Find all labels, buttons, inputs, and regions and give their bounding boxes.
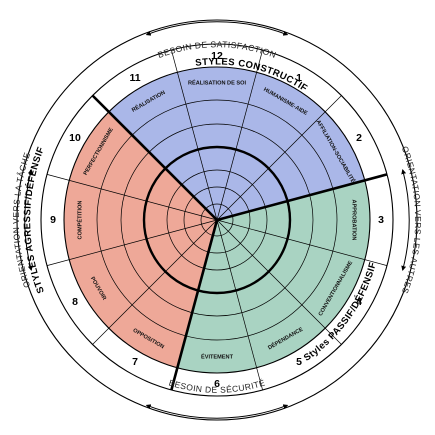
sector-label: RÉALISATION DE SOI xyxy=(188,78,246,86)
sector-number: 1 xyxy=(296,72,302,84)
orientation-arrows xyxy=(24,21,410,419)
bottom-double-arrow xyxy=(145,404,289,419)
sector-number: 6 xyxy=(214,378,220,390)
grid-ring xyxy=(96,99,338,341)
grid-spoke xyxy=(216,95,342,221)
people-orientation-label: ORIENTATION VERS LES AUTRES xyxy=(400,145,423,295)
constructive-styles-region xyxy=(108,66,365,220)
top-double-arrow xyxy=(145,21,289,36)
sector-number: 3 xyxy=(378,214,384,226)
sector-number: 7 xyxy=(132,356,138,368)
grid-spoke xyxy=(46,174,218,221)
aggressive-defensive-styles-region xyxy=(63,111,217,368)
sector-label: APPROBATION xyxy=(351,200,357,241)
grid-ring xyxy=(120,123,314,317)
group-dividers xyxy=(91,94,388,391)
sector-number: 10 xyxy=(69,132,81,144)
sector-label: ÉVITEMENT xyxy=(201,352,234,360)
sector-number: 4 xyxy=(356,296,362,308)
grid-spoke xyxy=(171,49,218,221)
grid-ring xyxy=(200,203,234,237)
sector-number: 8 xyxy=(72,296,78,308)
grid-spoke xyxy=(216,49,263,221)
sector-number: 2 xyxy=(356,132,362,144)
grid-spoke xyxy=(46,219,218,266)
grid-spoke xyxy=(92,219,218,345)
right-double-arrow xyxy=(401,169,410,271)
sector-number: 5 xyxy=(296,356,302,368)
grid-ring xyxy=(183,186,251,254)
sector-number: 11 xyxy=(129,72,140,84)
grid-spoke xyxy=(216,219,388,266)
grid-spoke xyxy=(216,219,342,345)
grid-ring xyxy=(166,169,268,271)
left-double-arrow xyxy=(24,169,33,271)
grid-spoke xyxy=(216,219,263,391)
midpoint-ring xyxy=(142,145,292,295)
sector-number: 9 xyxy=(50,214,56,226)
sector-number: 12 xyxy=(211,50,223,62)
sector-label: COMPÉTITION xyxy=(75,201,83,240)
outer-rings xyxy=(16,19,418,421)
